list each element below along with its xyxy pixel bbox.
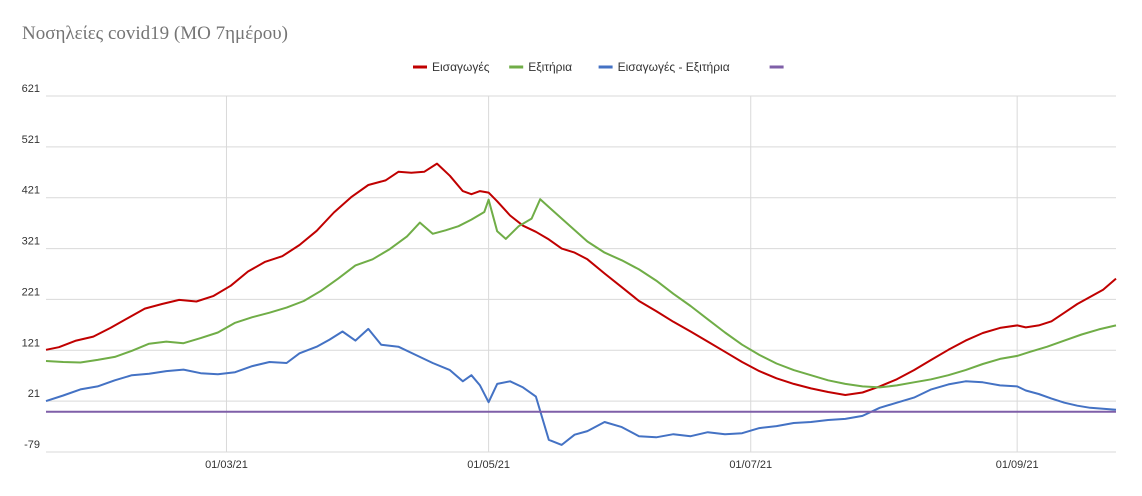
series-group [45, 162, 1117, 446]
series-line-εισαγωγές-εξιτήρια [45, 327, 1117, 446]
legend-label: Εξιτήρια [528, 60, 572, 74]
y-tick-label: -79 [24, 439, 40, 451]
x-tick-label: 01/03/21 [205, 459, 248, 471]
legend: Εισαγωγές Εξιτήρια Εισαγωγές - Εξιτήρια [413, 60, 784, 74]
y-tick-label: 521 [22, 134, 40, 146]
axes: -79 21 121 221 321 421 521 621 01/03/21 01/05/21 0… [22, 83, 1039, 471]
y-tick-label: 621 [22, 83, 40, 95]
x-tick-label: 01/05/21 [467, 459, 510, 471]
y-tick-label: 21 [28, 388, 40, 400]
y-tick-label: 221 [22, 286, 40, 298]
legend-label: Εισαγωγές - Εξιτήρια [618, 60, 730, 74]
x-tick-label: 01/09/21 [996, 459, 1039, 471]
legend-label: Εισαγωγές [432, 60, 490, 74]
grid [46, 95, 1116, 453]
y-tick-label: 321 [22, 236, 40, 248]
series-line-εξιτήρια [45, 198, 1117, 389]
y-tick-label: 421 [22, 185, 40, 197]
x-tick-label: 01/07/21 [729, 459, 772, 471]
chart-title: Νοσηλείες covid19 (ΜΟ 7ημέρου) [22, 23, 288, 44]
y-tick-label: 121 [22, 337, 40, 349]
series-line-εισαγωγές [45, 162, 1117, 396]
